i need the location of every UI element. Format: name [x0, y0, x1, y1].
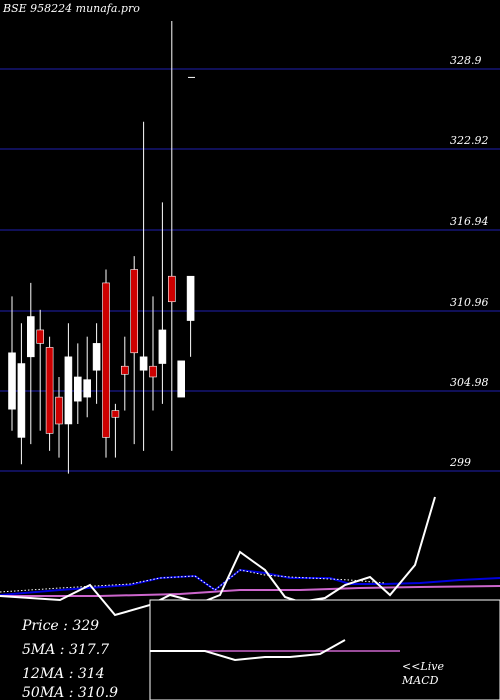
chart-title: BSE 958224 munafa.pro — [2, 2, 140, 15]
price-grid — [0, 68, 500, 472]
y-tick-label: 328.9 — [450, 54, 482, 67]
y-tick-labels: 328.9 322.92 316.94 310.96 304.98 299 — [449, 54, 489, 469]
legend-price: Price : 329 — [21, 618, 99, 634]
legend-5ma: 5MA : 317.7 — [22, 642, 109, 658]
candle-up — [17, 363, 26, 438]
candle-up — [26, 316, 35, 358]
macd-line — [150, 639, 346, 662]
candle-up — [158, 329, 167, 364]
candle-up — [74, 376, 82, 402]
candle-down — [168, 275, 176, 303]
candle-up — [92, 343, 101, 371]
y-tick-label: 299 — [449, 456, 471, 469]
macd-box — [149, 599, 500, 700]
candle-up — [186, 275, 195, 321]
ma-line-blue — [0, 568, 500, 596]
candle-down — [149, 365, 157, 378]
candle-down — [55, 396, 63, 425]
y-tick-label: 316.94 — [450, 215, 489, 228]
candle-down — [130, 269, 138, 354]
candle-down — [36, 329, 45, 344]
legend: Price : 329 5MA : 317.7 12MA : 314 50MA … — [21, 618, 118, 700]
candlestick-series — [8, 20, 195, 474]
candle-up — [83, 379, 91, 398]
ma-line-white — [0, 496, 436, 617]
y-tick-label: 310.96 — [450, 296, 489, 309]
candle-up — [64, 356, 73, 425]
candle-up — [8, 352, 16, 410]
macd-label: MACD — [401, 674, 439, 687]
candle-down — [111, 410, 120, 418]
candle-down — [121, 365, 129, 375]
macd-inset: <<Live MACD — [149, 599, 500, 700]
candle-up — [177, 360, 185, 398]
y-tick-label: 322.92 — [450, 134, 489, 147]
ma-line-pink — [0, 585, 500, 597]
candle-down — [45, 347, 54, 434]
live-label: <<Live — [402, 660, 444, 673]
legend-50ma: 50MA : 310.9 — [22, 685, 118, 700]
y-tick-label: 304.98 — [450, 376, 489, 389]
candle-down — [102, 282, 110, 438]
candle-up — [139, 356, 148, 371]
ma-indicator-pane — [0, 496, 500, 617]
legend-12ma: 12MA : 314 — [22, 666, 105, 682]
